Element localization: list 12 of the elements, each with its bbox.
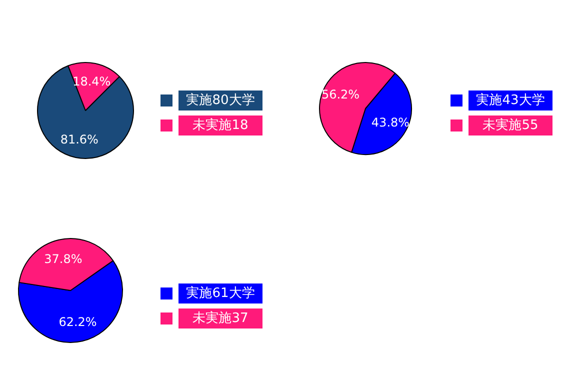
legend-label: 未実施55 bbox=[482, 117, 538, 133]
legend-label: 実施43大学 bbox=[476, 92, 545, 108]
legend-label: 未実施37 bbox=[192, 310, 248, 326]
data-label: 37.8% bbox=[44, 252, 82, 266]
data-label: 62.2% bbox=[58, 314, 97, 329]
data-label: 18.4% bbox=[72, 74, 111, 88]
legend-label: 実施80大学 bbox=[186, 92, 255, 108]
data-label: 56.2% bbox=[321, 88, 360, 102]
data-label: 43.8% bbox=[371, 115, 410, 130]
legend-label: 未実施18 bbox=[192, 117, 248, 133]
data-label: 81.6% bbox=[60, 132, 98, 147]
legend-label: 実施61大学 bbox=[186, 285, 255, 301]
